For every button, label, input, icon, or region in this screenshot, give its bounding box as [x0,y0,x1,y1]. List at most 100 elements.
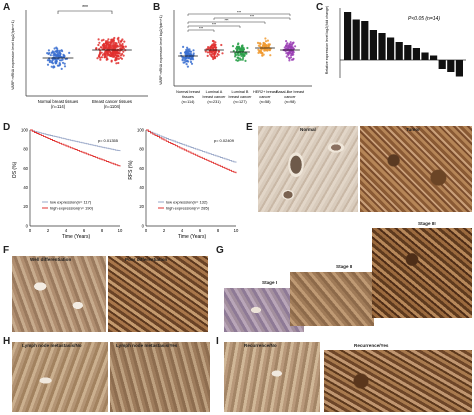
panel-c-waterfall: Relative expression level log2(fold chan… [325,6,466,78]
km-curve-low [30,129,121,152]
ihc-poor-diff-image [108,256,208,332]
dot-subtype-3 [237,59,240,62]
dot-subtype-4 [265,44,268,47]
panel-label-h: H [3,336,11,347]
km-xtick: 4 [65,228,68,233]
caption-f-well: Well differentiation [30,257,72,262]
sig-stars-b-1: *** [199,27,204,31]
dot-subtype-1 [185,63,188,66]
dot-cancer [98,53,101,56]
sig-bracket-1 [187,29,215,32]
dot-cancer [117,52,121,55]
dot-cancer [121,38,124,41]
dot-subtype-4 [259,51,262,54]
waterfall-bar [369,30,377,60]
subtype-label-5: cancer [284,95,296,99]
group-n-a1: (n=114) [51,104,66,109]
dot-subtype-3 [234,52,237,55]
dot-normal [63,65,67,68]
dot-subtype-2 [211,52,214,55]
dot-cancer [109,54,112,58]
dot-subtype-2 [216,52,219,56]
dot-cancer [117,61,120,65]
km-ytick: 80 [23,147,28,152]
dot-subtype-3 [239,53,242,56]
dot-subtype-1 [186,46,189,49]
sig-stars-b-5: *** [250,15,255,19]
dot-cancer [109,42,112,45]
caption-g-stage1: Stage I [262,280,278,285]
dot-subtype-5 [290,46,293,49]
legend-high-os: high expression(n= 190) [50,206,94,211]
dot-subtype-3 [241,58,244,61]
dot-cancer [107,38,110,41]
dot-subtype-3 [239,47,243,50]
km-curve-high [146,129,237,174]
dot-subtype-4 [264,48,268,51]
subtype-label-5: Basal-like breast [276,90,305,94]
dot-cancer [104,55,107,58]
caption-i-no: Recurrence/No [244,343,277,348]
dot-subtype-5 [288,46,292,49]
km-xtick: 8 [101,228,104,233]
sig-bracket-2 [187,25,241,28]
dot-normal [61,61,65,64]
dot-subtype-5 [288,44,291,47]
dot-subtype-3 [237,54,240,57]
caption-f-poor: Poor differentiation [125,257,168,262]
ihc-well-diff-image [12,256,106,332]
subtype-label-2: Luminal A [206,90,223,94]
dot-cancer [115,62,118,65]
subtype-label-1: (n=114) [182,100,196,104]
dot-subtype-5 [288,57,291,60]
dot-subtype-1 [186,53,189,56]
dot-normal [50,61,54,64]
subtype-label-5: (n=98) [284,100,296,104]
dot-normal [48,52,51,55]
xlabel-rfs: Time (Years) [178,234,207,240]
dot-normal [46,63,50,66]
km-xtick: 10 [118,228,123,233]
waterfall-bar [352,19,360,60]
panel-label-g: G [216,245,224,256]
dot-cancer [103,51,107,55]
dot-subtype-1 [187,60,190,63]
dot-normal [60,49,63,52]
dot-cancer [110,44,114,47]
dot-subtype-2 [213,52,216,56]
subtype-label-2: breast cancer [202,95,226,99]
dot-normal [49,54,52,57]
km-ytick: 0 [26,223,29,228]
dot-subtype-4 [259,42,262,46]
sig-bracket-5 [213,17,291,20]
panel-label-f: F [3,245,10,256]
dot-cancer [117,41,120,44]
dot-cancer [103,47,106,50]
sig-stars-b-4: *** [237,11,242,15]
dot-normal [63,62,66,65]
dot-subtype-1 [187,57,190,60]
sig-bracket-4 [187,13,291,16]
dot-cancer [123,40,126,43]
ylabel-a: VARP mRNA expression level log2(fpkm+1) [11,20,15,90]
dot-subtype-5 [291,53,294,57]
caption-h-no: Lymph node metastasis/No [22,343,82,348]
dot-cancer [96,57,99,60]
dot-subtype-4 [267,44,270,47]
dot-cancer [100,51,103,54]
waterfall-bar [438,60,446,69]
km-xtick: 0 [29,228,32,233]
km-xtick: 10 [234,228,239,233]
ihc-tumor-image [360,126,472,212]
ihc-stage2-image [290,272,374,326]
km-ytick: 40 [139,185,144,190]
subtype-label-3: Luminal B [232,90,249,94]
ihc-lymph-no-image [12,342,108,412]
dot-cancer [113,43,116,46]
subtype-label-1: tissues [182,95,194,99]
panel-d-rfs-curve: RFS (%) Time (Years) p= 0.02409 0 2 4 6 8 100… [128,127,239,240]
dot-subtype-4 [269,54,272,57]
km-xtick: 6 [199,228,202,233]
panel-a-dotplot: *** VARP mRNA expression level log2(fpkm… [11,5,148,109]
waterfall-bar [387,37,395,60]
